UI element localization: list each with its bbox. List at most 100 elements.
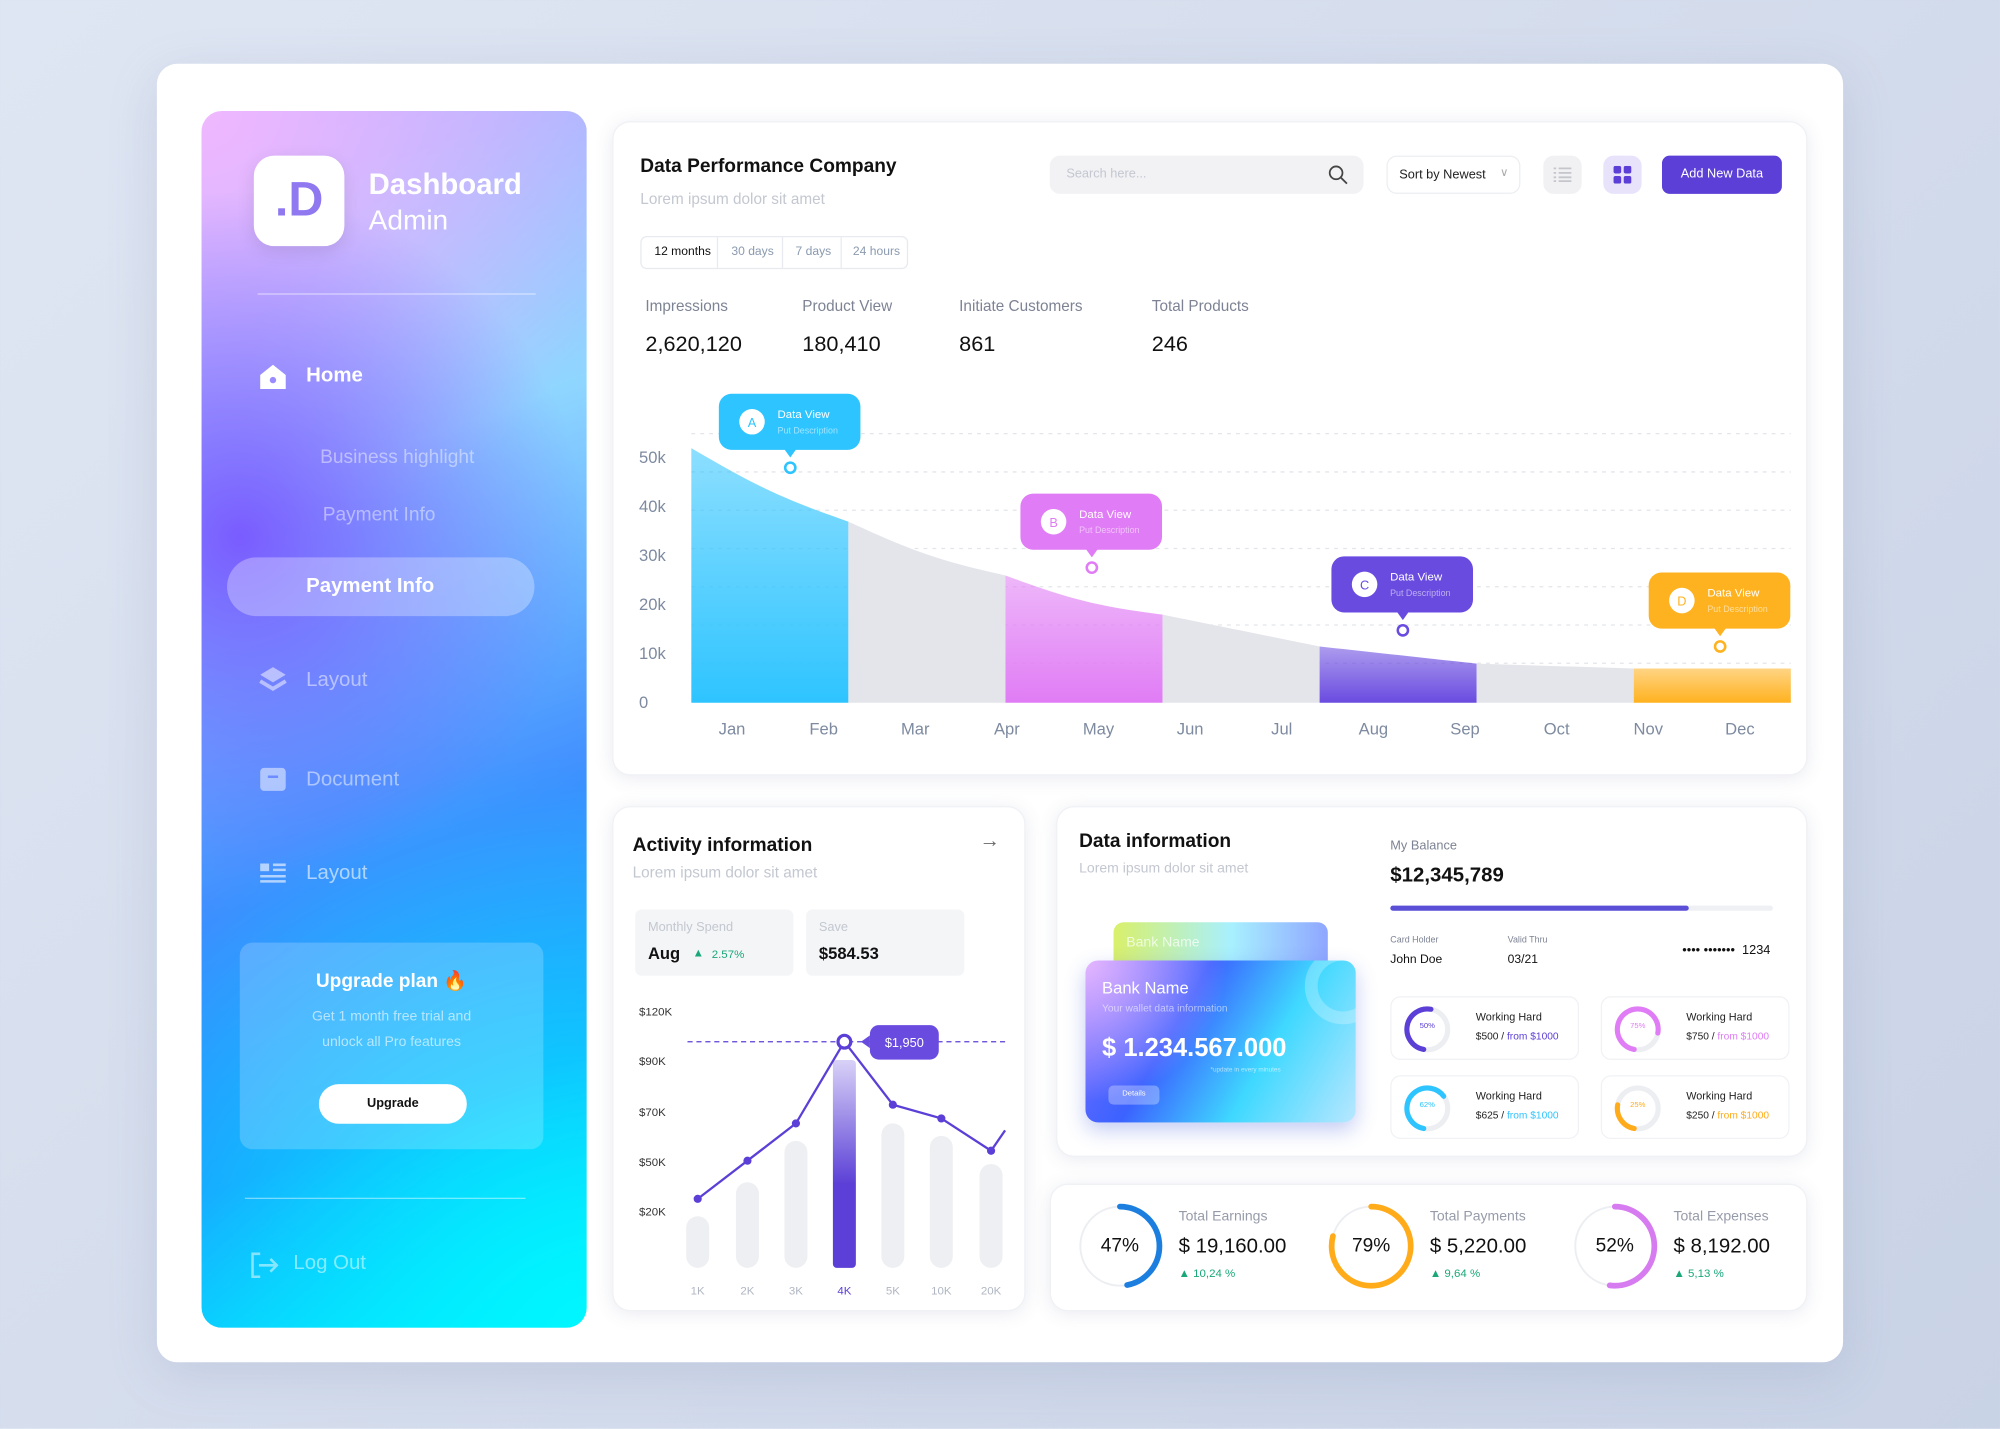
area-segment	[691, 448, 849, 703]
line-point[interactable]	[836, 1033, 853, 1050]
sidebar-subitem-payment-info[interactable]: Payment Info	[322, 503, 436, 526]
data-point[interactable]	[783, 461, 797, 475]
goal-percent: 62%	[1419, 1102, 1435, 1110]
goal-card[interactable]: 75% Working Hard $750 / from $1000	[1600, 996, 1790, 1060]
sidebar-item-layout[interactable]: Layout	[258, 665, 539, 698]
search-placeholder: Search here...	[1066, 167, 1147, 182]
upgrade-title: Upgrade plan 🔥	[315, 970, 468, 993]
progress-ring	[1614, 1085, 1661, 1132]
logo: .D	[253, 155, 345, 247]
sidebar-item-home[interactable]: Home	[258, 361, 539, 394]
total-ring	[1077, 1203, 1164, 1290]
sidebar-subitem-business-highlight[interactable]: Business highlight	[320, 446, 475, 469]
card-holder-value: John Doe	[1390, 952, 1443, 967]
trend-up-icon: ▲	[692, 946, 704, 960]
x-tick-label: Feb	[809, 720, 838, 739]
activity-chart: $120K $90K $70K $50K $20K 1K 2K 3K 4K 5K 10K 20K $1,…	[639, 1006, 1007, 1298]
goal-title: Working Hard	[1475, 1010, 1542, 1023]
bar[interactable]	[929, 1135, 953, 1268]
page-title: Data Performance Company	[640, 155, 897, 178]
marker-title: Data View	[1079, 509, 1132, 521]
goal-card[interactable]: 62% Working Hard $625 / from $1000	[1390, 1075, 1580, 1140]
data-point[interactable]	[1713, 640, 1727, 653]
tab-24-hours[interactable]: 24 hours	[852, 244, 901, 259]
logout-label: Log Out	[293, 1252, 366, 1275]
marker-bubble[interactable]	[1648, 572, 1791, 629]
divider	[257, 293, 536, 295]
line-point[interactable]	[743, 1156, 752, 1165]
bar[interactable]	[979, 1164, 1003, 1268]
home-icon	[260, 364, 286, 390]
archive-icon	[260, 767, 286, 791]
progress-ring	[1572, 1203, 1658, 1289]
data-point[interactable]	[1396, 623, 1410, 637]
grid-view-button[interactable]	[1603, 155, 1642, 194]
upgrade-button[interactable]: Upgrade	[318, 1084, 467, 1124]
app-subtitle: Admin	[368, 204, 449, 236]
card-bank-name: Bank Name	[1102, 978, 1189, 998]
bar[interactable]	[735, 1182, 759, 1268]
line-point[interactable]	[937, 1114, 946, 1123]
stat-1: Product View 180,410	[802, 297, 892, 357]
y-tick-label: 0	[639, 693, 648, 712]
total-percent: 79%	[1352, 1234, 1391, 1257]
line-point[interactable]	[791, 1119, 800, 1128]
line-point[interactable]	[888, 1100, 897, 1109]
sidebar-item-label: Home	[306, 364, 363, 387]
data-point[interactable]	[1085, 561, 1099, 574]
add-new-data-button[interactable]: Add New Data	[1661, 155, 1782, 194]
time-range-tabs: 12 months 30 days 7 days 24 hours	[640, 235, 908, 270]
tab-7-days[interactable]: 7 days	[783, 237, 842, 268]
activity-subtitle: Lorem ipsum dolor sit amet	[632, 863, 818, 882]
tab-30-days[interactable]: 30 days	[719, 237, 783, 268]
marker-title: Data View	[1707, 588, 1760, 600]
goal-ring	[1403, 1005, 1451, 1053]
area-segment	[1633, 668, 1791, 703]
x-tick-label: 4K	[837, 1286, 851, 1298]
balance-value: $12,345,789	[1390, 864, 1504, 887]
marker-description: Put Description	[1707, 604, 1767, 614]
bank-card[interactable]: Bank Name Your wallet data information $…	[1085, 960, 1356, 1123]
arrow-right-icon[interactable]: →	[979, 830, 1000, 853]
bar[interactable]	[784, 1140, 808, 1268]
list-view-button[interactable]	[1543, 155, 1582, 194]
logout-icon	[251, 1252, 279, 1279]
sort-dropdown[interactable]: Sort by Newest ∨	[1386, 155, 1521, 194]
goal-card[interactable]: 25% Working Hard $250 / from $1000	[1600, 1075, 1790, 1140]
marker-bubble[interactable]	[718, 393, 861, 450]
stat-value: 861	[959, 331, 996, 356]
data-info-subtitle: Lorem ipsum dolor sit amet	[1079, 860, 1249, 877]
goal-title: Working Hard	[1475, 1089, 1542, 1103]
area-segment	[1476, 663, 1634, 703]
bar[interactable]	[881, 1123, 905, 1268]
logout-button[interactable]: Log Out	[250, 1249, 454, 1282]
card-details-button[interactable]: Details	[1108, 1085, 1160, 1105]
valid-thru-label: Valid Thru	[1507, 936, 1548, 946]
layers-icon	[259, 667, 287, 692]
y-tick-label: $120K	[639, 1006, 673, 1018]
total-label: Total Expenses	[1673, 1209, 1769, 1225]
bar[interactable]	[686, 1216, 710, 1268]
line-point[interactable]	[986, 1146, 996, 1155]
totals-card: 47% Total Earnings $ 19,160.00 ▲ 10,24 %…	[1049, 1183, 1808, 1312]
bar[interactable]	[832, 1059, 856, 1268]
sidebar-item-label: Document	[306, 769, 400, 791]
sidebar-item-document[interactable]: Document	[258, 764, 539, 797]
marker-bubble[interactable]	[1331, 556, 1474, 613]
search-icon[interactable]	[1328, 165, 1348, 185]
x-tick-label: 1K	[691, 1286, 705, 1298]
sidebar-item-label: Layout	[306, 862, 368, 884]
line-point[interactable]	[693, 1194, 702, 1203]
x-tick-label: Sep	[1450, 720, 1479, 739]
tab-12-months[interactable]: 12 months	[642, 237, 719, 268]
y-tick-label: $90K	[639, 1056, 666, 1068]
goal-card[interactable]: 50% Working Hard $500 / from $1000	[1390, 996, 1580, 1060]
sidebar-item-layout-2[interactable]: Layout	[258, 857, 539, 890]
sidebar-item-payment-info-active[interactable]: Payment Info	[227, 557, 535, 617]
marker-bubble[interactable]	[1020, 493, 1163, 550]
progress-ring	[1404, 1006, 1451, 1053]
search-input[interactable]: Search here...	[1049, 155, 1364, 194]
sidebar-item-label: Payment Info	[306, 575, 435, 597]
x-tick-label: Dec	[1725, 720, 1754, 739]
save-value: $584.53	[818, 943, 879, 964]
